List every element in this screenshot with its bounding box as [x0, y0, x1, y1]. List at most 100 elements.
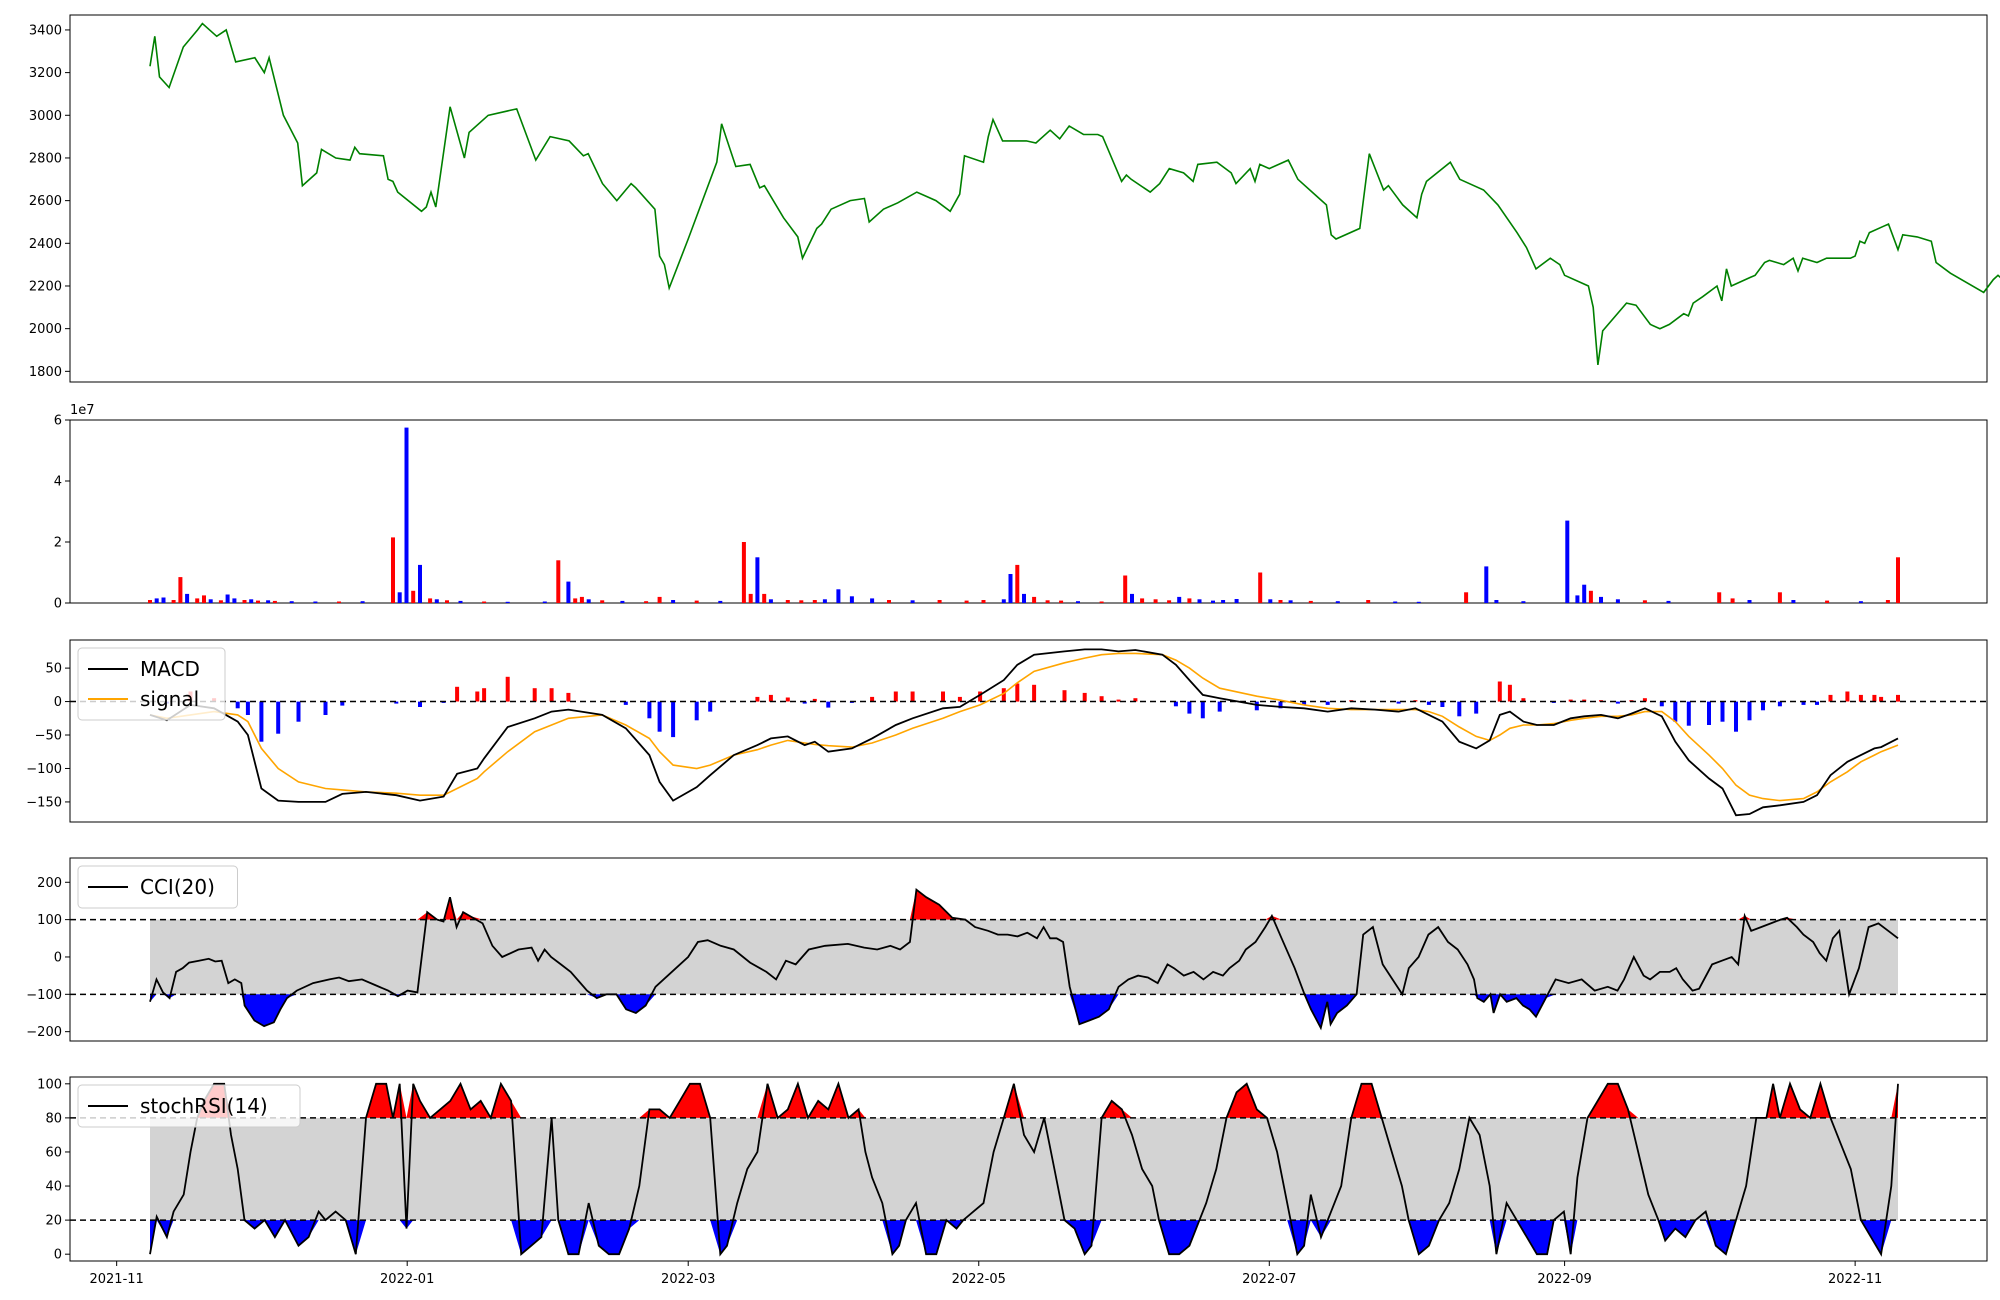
volume-bar: [556, 560, 561, 603]
cci-ytick-label: 200: [37, 876, 62, 891]
macd-histogram-bar: [505, 676, 510, 702]
cci-ytick-label: 0: [54, 950, 62, 965]
cci-oversold-fill: [150, 994, 1898, 1028]
volume-bar: [397, 592, 402, 603]
volume-bar: [1730, 598, 1735, 603]
volume-bar: [360, 601, 365, 603]
macd-ytick-label: 0: [54, 695, 62, 710]
volume-bar: [185, 593, 190, 603]
macd-histogram-bar: [1815, 701, 1819, 705]
volume-bar: [428, 598, 433, 603]
volume-bar: [1221, 600, 1226, 603]
volume-bar: [964, 600, 969, 603]
macd-histogram-bar: [1521, 698, 1526, 702]
macd-histogram-bar: [1828, 694, 1833, 702]
macd-histogram-bar: [1747, 701, 1752, 721]
volume-bar: [218, 600, 223, 603]
macd-histogram-bar: [1426, 701, 1431, 705]
price-ytick-label: 2200: [29, 279, 62, 294]
volume-bar: [748, 593, 753, 603]
volume-bar: [337, 601, 341, 603]
volume-bar: [566, 581, 571, 603]
volume-bar: [225, 594, 230, 603]
macd-histogram-bar: [826, 701, 831, 708]
volume-bar: [1059, 600, 1064, 603]
cci-ytick-label: −200: [26, 1025, 62, 1040]
macd-histogram-bar: [259, 701, 264, 742]
macd-histogram-bar: [870, 696, 875, 702]
macd-histogram-bar: [1099, 696, 1104, 702]
macd-frame: [69, 639, 1988, 823]
macd-histogram-bar: [1872, 694, 1877, 702]
volume-bar: [694, 600, 699, 603]
volume-bar: [1858, 601, 1863, 603]
macd-ytick-label: −100: [26, 762, 62, 777]
price-ytick-label: 2400: [29, 237, 62, 252]
volume-bar: [171, 600, 176, 603]
macd-ytick-label: −150: [26, 795, 62, 810]
macd-histogram-bar: [910, 691, 915, 702]
macd-histogram-bar: [1642, 698, 1647, 702]
volume-bar: [1234, 599, 1239, 603]
macd-histogram-bar: [1673, 701, 1678, 722]
volume-bar: [644, 601, 649, 603]
volume-bar: [1288, 600, 1293, 603]
volume-bar: [1366, 600, 1371, 603]
macd-histogram-bar: [245, 701, 250, 715]
price-panel: 1800 2000 2200 2400 2600 2800 3000 3200 3400: [29, 14, 2000, 383]
stochrsi-ytick-label: 40: [45, 1180, 62, 1195]
volume-bar: [657, 596, 662, 603]
x-tick-label: 2022-11: [1828, 1272, 1882, 1287]
macd-ytick-label: 50: [45, 662, 62, 677]
macd-histogram-bar: [475, 691, 480, 702]
volume-bar: [391, 537, 395, 603]
macd-ytick-label: −50: [35, 729, 62, 744]
volume-bar: [411, 590, 416, 603]
macd-legend: [77, 647, 226, 721]
volume-bar: [1494, 600, 1499, 603]
volume-bar: [1521, 601, 1526, 603]
volume-ytick-label: 4: [54, 475, 62, 490]
stochrsi-panel: 0 20 40 60 80 100 stochRSI(14) 2021-11 2022-01 20…: [37, 1076, 1988, 1287]
stochrsi-legend: [77, 1084, 301, 1128]
cci-legend-label: CCI(20): [140, 875, 215, 899]
volume-bar: [1582, 584, 1587, 603]
volume-bar: [195, 598, 200, 603]
volume-bar: [445, 600, 449, 603]
macd-histogram-bar: [1507, 684, 1512, 702]
macd-histogram-bar: [549, 688, 554, 702]
volume-bar: [1642, 600, 1647, 603]
volume-bar: [1278, 600, 1283, 603]
volume-bar: [232, 598, 237, 603]
volume-bar: [1022, 593, 1026, 603]
macd-histogram-bar: [1440, 701, 1445, 707]
volume-bar: [849, 596, 854, 603]
macd-histogram-bar: [1761, 701, 1765, 711]
macd-histogram-bar: [235, 701, 240, 709]
stochrsi-line: [149, 1080, 1899, 1257]
volume-bar: [1130, 593, 1134, 603]
volume-bar: [1416, 601, 1421, 603]
macd-legend-label: signal: [140, 687, 199, 711]
price-ytick-label: 2600: [29, 194, 62, 209]
volume-bar: [1211, 600, 1215, 603]
macd-histogram-bar: [1497, 681, 1502, 702]
stochrsi-ytick-label: 60: [45, 1145, 62, 1160]
macd-histogram-bar: [566, 692, 571, 702]
volume-bar: [1777, 592, 1782, 603]
volume-bar: [1308, 600, 1313, 603]
macd-histogram-bar: [1396, 701, 1401, 704]
cci-frame: [69, 857, 1988, 1042]
volume-scale-label: 1e7: [70, 403, 95, 418]
macd-histogram-bar: [1582, 699, 1587, 702]
macd-histogram-bar: [1173, 701, 1178, 707]
volume-bar: [822, 599, 827, 603]
volume-bar: [1153, 599, 1158, 603]
macd-histogram-bar: [1254, 701, 1259, 711]
macd-histogram-bar: [276, 701, 281, 734]
macd-histogram-bar: [1015, 683, 1020, 702]
volume-bar: [981, 600, 986, 603]
price-ytick-label: 3000: [29, 109, 62, 124]
volume-bar: [1140, 598, 1145, 603]
price-ytick-label: 3400: [29, 23, 62, 38]
